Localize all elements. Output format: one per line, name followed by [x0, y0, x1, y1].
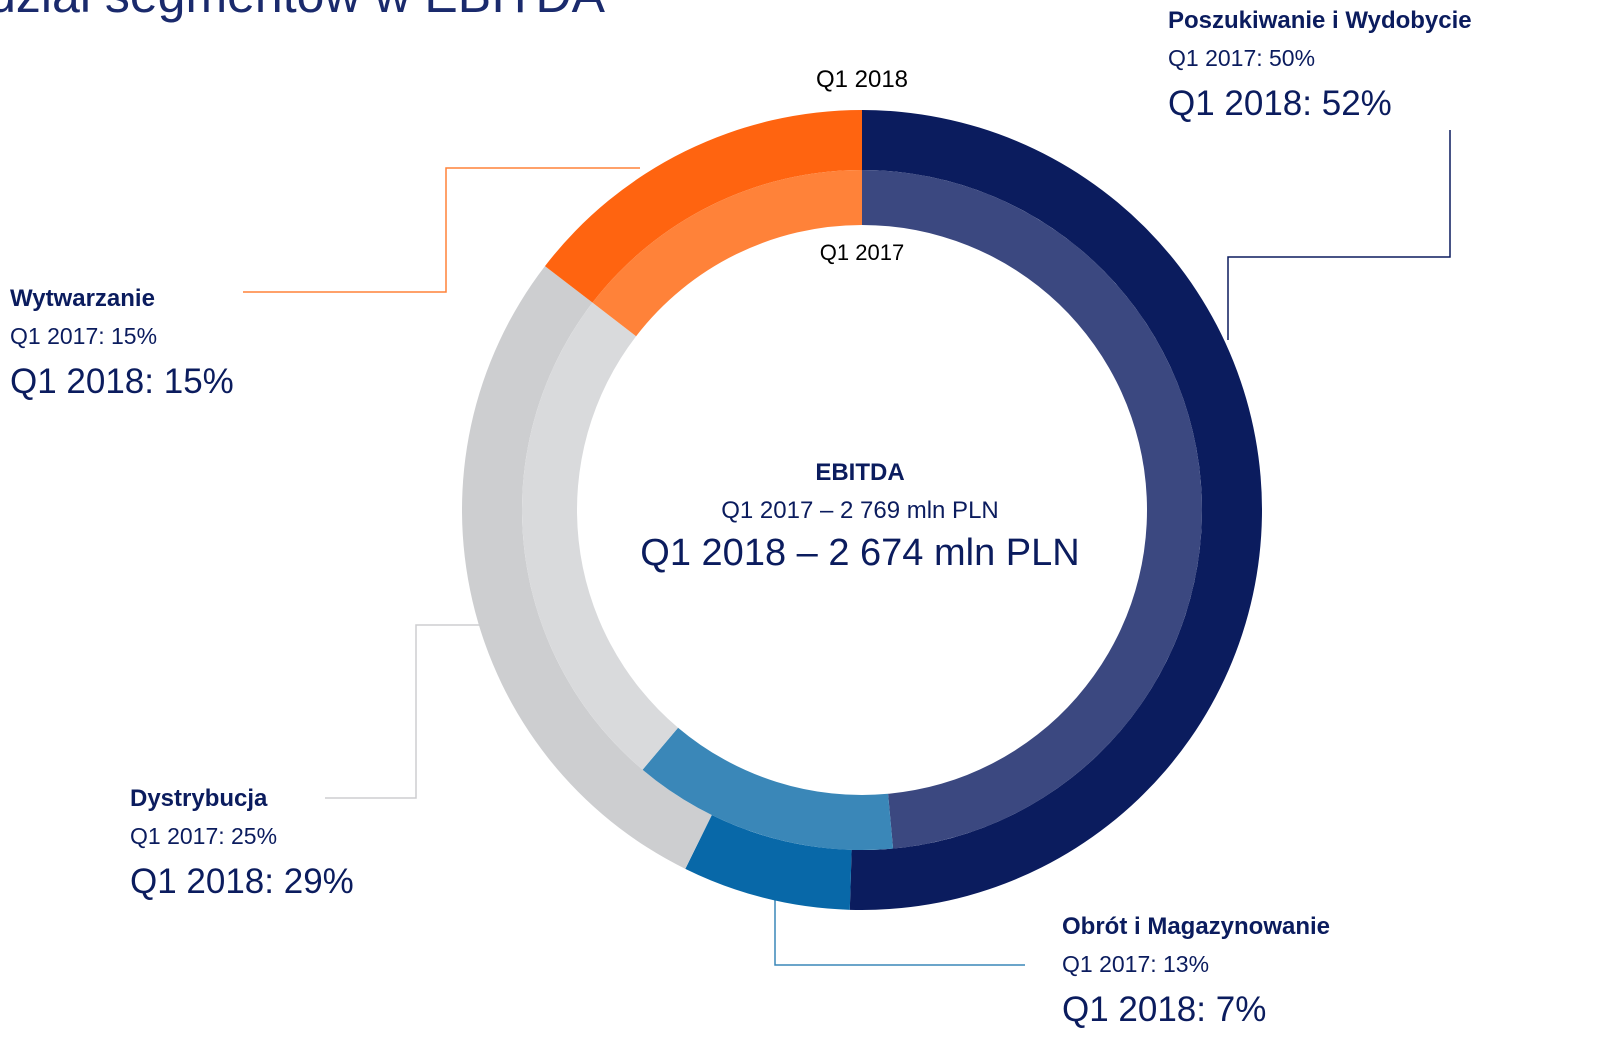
- donut-segment: [462, 266, 712, 869]
- leader-line: [325, 624, 510, 799]
- segment-value-label: Q1 2018: 29%: [130, 862, 354, 901]
- chart-title: Udział segmentów w EBITDA: [0, 0, 606, 23]
- segment-name: Dystrybucja: [130, 785, 268, 812]
- donut-segment: [642, 727, 894, 850]
- segment-value-label: Q1 2017: 25%: [130, 823, 277, 849]
- donut-segment: [522, 302, 679, 770]
- rings: [462, 110, 1262, 910]
- segment-name: Obrót i Magazynowanie: [1062, 913, 1330, 940]
- leader-line: [1227, 130, 1451, 340]
- ring-label: Q1 2017: [820, 240, 904, 265]
- donut-segment: [685, 815, 852, 910]
- donut-segment: [862, 170, 1203, 849]
- segment-value-label: Q1 2017: 13%: [1062, 951, 1209, 977]
- donut-segment: [849, 110, 1262, 910]
- segment-name: Wytwarzanie: [10, 285, 155, 312]
- center-line: Q1 2018 – 2 674 mln PLN: [640, 532, 1079, 574]
- leader-line: [774, 895, 1025, 966]
- donut-segment: [544, 110, 862, 303]
- center-line: Q1 2017 – 2 769 mln PLN: [721, 497, 999, 524]
- segment-value-label: Q1 2018: 7%: [1062, 990, 1266, 1029]
- segment-value-label: Q1 2018: 52%: [1168, 84, 1392, 123]
- donut-segment: [592, 170, 862, 337]
- ring-label: Q1 2018: [816, 66, 908, 93]
- segment-value-label: Q1 2017: 50%: [1168, 45, 1315, 71]
- segment-value-label: Q1 2017: 15%: [10, 323, 157, 349]
- center-title: EBITDA: [815, 459, 904, 486]
- leader-line: [243, 167, 640, 293]
- segment-value-label: Q1 2018: 15%: [10, 362, 234, 401]
- segment-name: Poszukiwanie i Wydobycie: [1168, 7, 1472, 34]
